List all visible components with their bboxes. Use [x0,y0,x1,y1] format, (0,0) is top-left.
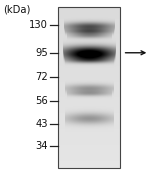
Text: (kDa): (kDa) [3,4,31,14]
Text: 72: 72 [35,72,48,82]
Text: 130: 130 [29,20,48,30]
Text: 56: 56 [35,96,48,106]
Text: 43: 43 [35,119,48,129]
Text: 95: 95 [35,48,48,58]
Bar [58,7,120,168]
Text: 34: 34 [35,141,48,151]
